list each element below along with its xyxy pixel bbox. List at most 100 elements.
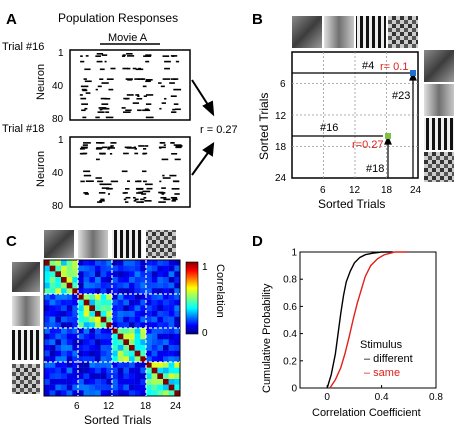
- heatmap-cell: [44, 277, 50, 283]
- heatmap-cell: [106, 316, 113, 323]
- heatmap-cell: [61, 384, 67, 391]
- heatmap-cell: [83, 316, 90, 323]
- heatmap-cell: [157, 260, 164, 266]
- heatmap-cell: [61, 356, 67, 363]
- spike: [96, 147, 103, 149]
- heatmap-cell: [66, 350, 73, 357]
- heatmap-cell: [100, 288, 107, 295]
- heatmap-cell: [83, 362, 90, 368]
- heatmap-cell: [163, 322, 169, 329]
- heatmap-cell: [123, 260, 130, 266]
- heatmap-cell: [78, 350, 84, 357]
- heatmap-cell: [100, 316, 107, 323]
- heatmap-cell: [157, 316, 164, 323]
- spike: [136, 97, 143, 100]
- spike: [124, 97, 129, 100]
- spike: [145, 80, 151, 83]
- spike: [110, 180, 119, 183]
- annotation-t16: #16: [320, 122, 338, 134]
- heatmap-cell: [83, 288, 90, 295]
- heatmap-cell: [72, 362, 79, 368]
- heatmap-cell: [61, 260, 67, 266]
- heatmap-cell: [151, 328, 158, 334]
- heatmap-cell: [106, 265, 113, 272]
- thumb-cloud: [292, 16, 322, 48]
- heatmap-cell: [49, 299, 56, 306]
- spike: [162, 177, 171, 179]
- ytick: 24: [275, 173, 287, 184]
- heatmap-cell: [83, 384, 90, 391]
- heatmap-cell: [66, 367, 73, 374]
- heatmap-cell: [151, 294, 158, 300]
- heatmap-cell: [95, 379, 101, 385]
- heatmap-cell: [49, 367, 56, 374]
- spike: [101, 54, 108, 56]
- heatmap-cell: [151, 311, 158, 317]
- heatmap-cell: [55, 367, 62, 374]
- heatmap-cell: [61, 277, 67, 283]
- spike: [107, 148, 110, 150]
- heatmap-cell: [66, 277, 73, 283]
- heatmap-cell: [163, 384, 169, 391]
- spike: [121, 170, 128, 173]
- spike: [84, 107, 88, 110]
- colorbar: [185, 261, 199, 335]
- heatmap-cell: [123, 322, 130, 329]
- spike: [98, 107, 107, 109]
- heatmap-cell: [83, 373, 90, 380]
- heatmap-cell: [168, 350, 175, 357]
- spike: [162, 55, 170, 57]
- heatmap-cell: [151, 265, 158, 272]
- heatmap-cell: [44, 328, 50, 334]
- heatmap-cell: [174, 390, 181, 397]
- heatmap-cell: [123, 345, 130, 351]
- heatmap-cell: [61, 362, 67, 368]
- spike: [83, 192, 89, 194]
- heatmap-cell: [134, 299, 141, 306]
- heatmap-cell: [55, 350, 62, 357]
- spike: [133, 146, 137, 149]
- heatmap-cell: [49, 356, 56, 363]
- heatmap-cell: [61, 305, 67, 312]
- heatmap-cell: [78, 345, 84, 351]
- panel-title: Population Responses: [58, 11, 178, 25]
- spike: [104, 183, 112, 186]
- heatmap-cell: [168, 294, 175, 300]
- spike: [164, 67, 170, 70]
- heatmap-cell: [61, 350, 67, 357]
- heatmap-cell: [163, 379, 169, 385]
- spike: [142, 170, 147, 173]
- spike: [84, 80, 92, 83]
- spike: [171, 200, 176, 202]
- heatmap-cell: [134, 294, 141, 300]
- heatmap-cell: [129, 350, 135, 357]
- heatmap-cell: [151, 373, 158, 380]
- heatmap-cell: [134, 373, 141, 380]
- xtick: 24: [170, 401, 182, 412]
- spike: [101, 146, 108, 149]
- spike: [122, 67, 129, 70]
- heatmap-cell: [134, 333, 141, 340]
- heatmap-cell: [174, 288, 181, 295]
- heatmap: [44, 260, 181, 397]
- spike: [132, 102, 140, 104]
- y-tick-label: 1: [291, 248, 297, 259]
- heatmap-cell: [157, 339, 164, 346]
- spike: [126, 55, 135, 57]
- heatmap-cell: [146, 367, 152, 374]
- heatmap-cell: [129, 260, 135, 266]
- heatmap-cell: [83, 311, 90, 317]
- heatmap-cell: [174, 328, 181, 334]
- heatmap-cell: [174, 339, 181, 346]
- heatmap-cell: [174, 299, 181, 306]
- heatmap-cell: [168, 362, 175, 368]
- heatmap-cell: [157, 373, 164, 380]
- heatmap-cell: [163, 339, 169, 346]
- heatmap-cell: [72, 265, 79, 272]
- thumb-noise: [388, 16, 418, 48]
- heatmap-cell: [89, 333, 96, 340]
- spike: [158, 191, 164, 194]
- heatmap-cell: [151, 379, 158, 385]
- heatmap-cell: [95, 367, 101, 374]
- xtick: 24: [410, 185, 422, 196]
